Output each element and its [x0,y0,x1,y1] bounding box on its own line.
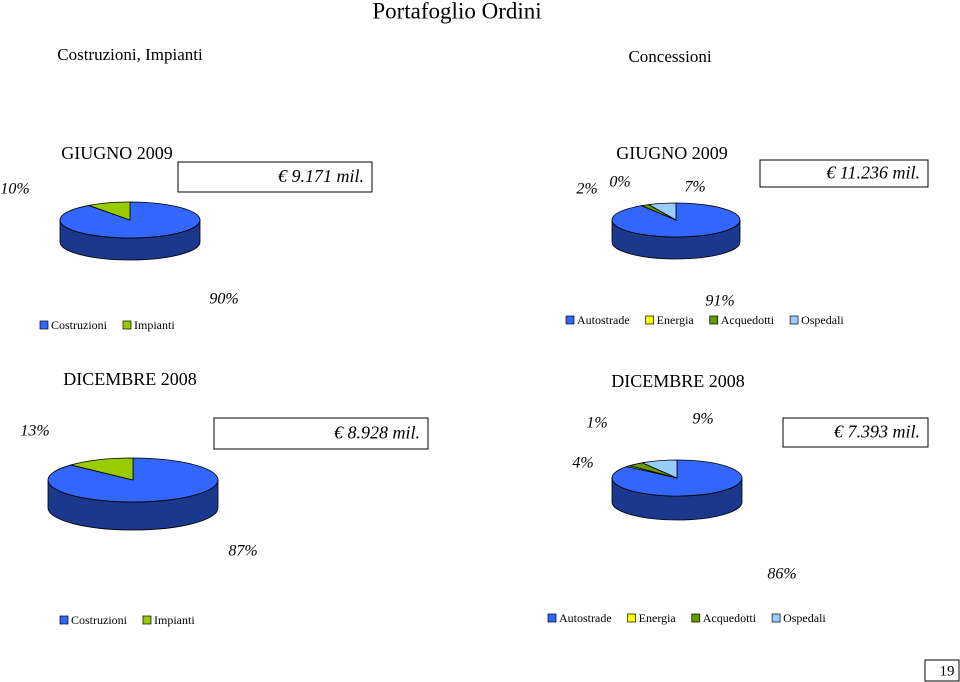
page-number: 19 [940,663,955,679]
annotation-box [213,417,429,450]
data-label: 10% [0,181,29,198]
legend-swatch [122,320,132,330]
annotation: € 11.236 mil. [826,163,920,183]
annotation-box [759,159,929,188]
legend-label: Costruzioni [51,318,108,332]
annotation: € 8.928 mil. [334,423,420,443]
legend-label: Autostrade [559,611,612,625]
chart-title: DICEMBRE 2008 [611,371,745,391]
legend-label: Impianti [134,318,175,332]
annotation-box [177,161,373,193]
chart-title: GIUGNO 2009 [616,143,728,163]
legend-swatch [39,320,49,330]
chart-title: DICEMBRE 2008 [63,369,197,389]
pie-slice [69,457,134,481]
data-label: 87% [228,543,257,560]
page-title: Portafoglio Ordini [372,0,541,23]
legend-label: Impianti [154,613,195,627]
data-label: 86% [767,566,796,583]
legend-label: Costruzioni [71,613,128,627]
data-label: 90% [209,291,238,308]
data-label: 2% [576,181,597,198]
data-label: 13% [20,423,49,440]
section-heading: Costruzioni, Impianti [57,45,203,64]
annotation: € 7.393 mil. [834,422,920,442]
legend-label: Autostrade [577,313,630,327]
annotation: € 9.171 mil. [278,166,364,186]
legend-swatch [771,613,781,623]
legend-label: Energia [639,611,677,625]
legend-swatch [142,615,152,625]
data-label: 91% [705,293,734,310]
pie-slice [640,459,678,479]
legend-swatch [691,613,701,623]
legend-label: Acquedotti [721,313,775,327]
annotation-box [782,417,929,448]
data-label: 9% [692,411,713,428]
chart-title: GIUGNO 2009 [61,143,173,163]
data-label: 7% [684,179,705,196]
data-label: 1% [586,415,607,432]
legend-label: Ospedali [801,313,844,327]
legend-label: Acquedotti [703,611,757,625]
legend-swatch [789,315,799,325]
legend-swatch [645,315,655,325]
data-label: 4% [572,455,593,472]
page-number-box [924,659,960,682]
legend-label: Energia [657,313,695,327]
legend-label: Ospedali [783,611,826,625]
legend-swatch [547,613,557,623]
legend-swatch [59,615,69,625]
data-label: 0% [609,174,630,191]
pie-slice [647,202,677,221]
section-heading: Concessioni [628,47,711,66]
pie-slice [87,201,131,221]
legend-swatch [565,315,575,325]
legend-swatch [627,613,637,623]
legend-swatch [709,315,719,325]
